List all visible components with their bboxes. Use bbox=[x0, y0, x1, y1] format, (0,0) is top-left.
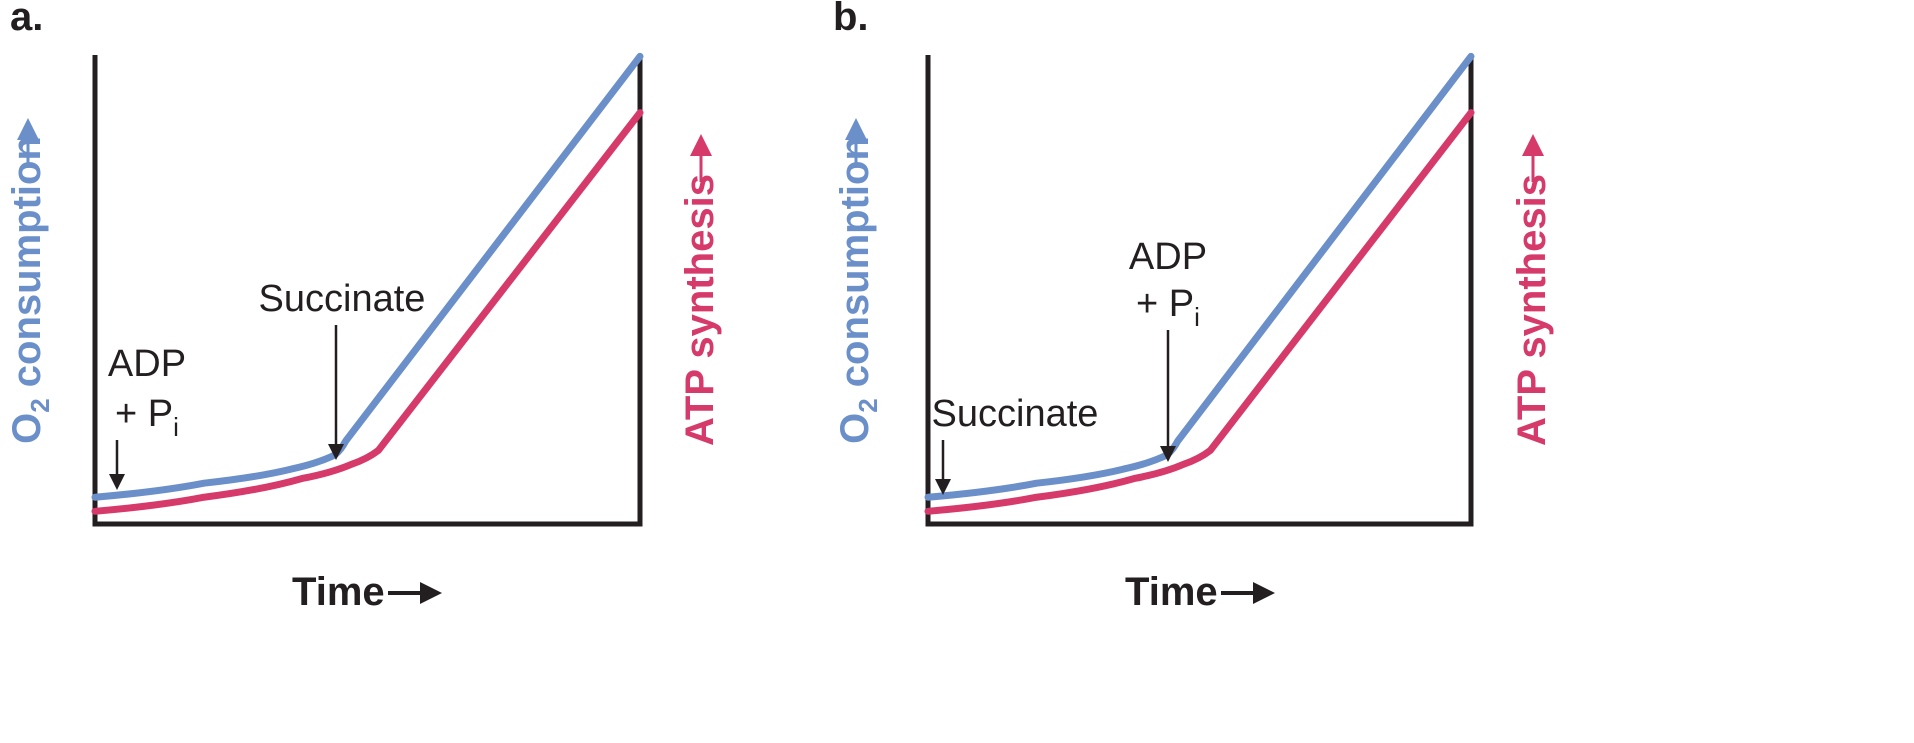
up-arrow-icon bbox=[845, 118, 867, 165]
annotation-text: ADP bbox=[1129, 236, 1207, 278]
down-arrow-icon bbox=[109, 440, 125, 490]
panel-a: a. O2 consumption ATP synthesis Time ADP + Pi… bbox=[5, 0, 722, 614]
y-axis-label-right: ATP synthesis bbox=[1510, 174, 1554, 446]
plot-frame bbox=[92, 55, 643, 527]
down-arrow-icon bbox=[935, 440, 951, 495]
x-axis-label: Time bbox=[1125, 570, 1218, 614]
up-arrow-icon bbox=[1522, 134, 1544, 182]
annotation-text: + Pi bbox=[1136, 283, 1200, 332]
y-axis-label-left: O2 consumption bbox=[833, 136, 883, 444]
panel-label: b. bbox=[833, 0, 869, 39]
y-axis-label-left: O2 consumption bbox=[5, 136, 55, 444]
atp-synthesis-line bbox=[91, 109, 644, 515]
down-arrow-icon bbox=[1160, 330, 1176, 462]
right-arrow-icon bbox=[1221, 582, 1275, 604]
down-arrow-icon bbox=[328, 325, 344, 460]
annotation-0: ADP + Pi bbox=[108, 343, 186, 490]
plot-frame bbox=[925, 55, 1474, 527]
annotation-text: Succinate bbox=[932, 393, 1099, 435]
x-axis-label: Time bbox=[292, 570, 385, 614]
annotation-1: Succinate bbox=[259, 278, 426, 460]
annotation-text: Succinate bbox=[259, 278, 426, 320]
up-arrow-icon bbox=[17, 118, 39, 165]
atp-synthesis-line bbox=[924, 109, 1475, 515]
annotation-text: ADP bbox=[108, 343, 186, 385]
y-axis-label-right: ATP synthesis bbox=[678, 174, 722, 446]
panel-label: a. bbox=[10, 0, 43, 39]
annotation-1: ADP + Pi bbox=[1129, 236, 1207, 462]
right-arrow-icon bbox=[388, 582, 442, 604]
up-arrow-icon bbox=[690, 134, 712, 182]
annotation-0: Succinate bbox=[932, 393, 1099, 495]
panel-b: b. O2 consumption ATP synthesis Time Succina… bbox=[833, 0, 1554, 614]
annotation-text: + Pi bbox=[115, 393, 179, 442]
